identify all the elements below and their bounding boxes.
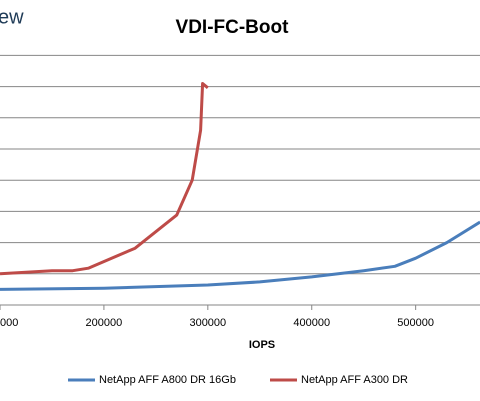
logo-fragment: ew	[0, 6, 24, 28]
legend-label: NetApp AFF A800 DR 16Gb	[99, 374, 236, 386]
legend-label: NetApp AFF A300 DR	[301, 374, 408, 386]
x-tick-label: 500000	[397, 317, 434, 329]
x-tick-label: 400000	[293, 317, 330, 329]
series-line	[0, 220, 480, 291]
series-line	[0, 82, 209, 276]
x-tick-label: 200000	[86, 317, 123, 329]
x-tick-label: 300000	[189, 317, 226, 329]
x-axis-label: IOPS	[249, 339, 275, 351]
chart-title: VDI-FC-Boot	[176, 17, 290, 38]
x-tick-label: 100000	[0, 317, 18, 329]
